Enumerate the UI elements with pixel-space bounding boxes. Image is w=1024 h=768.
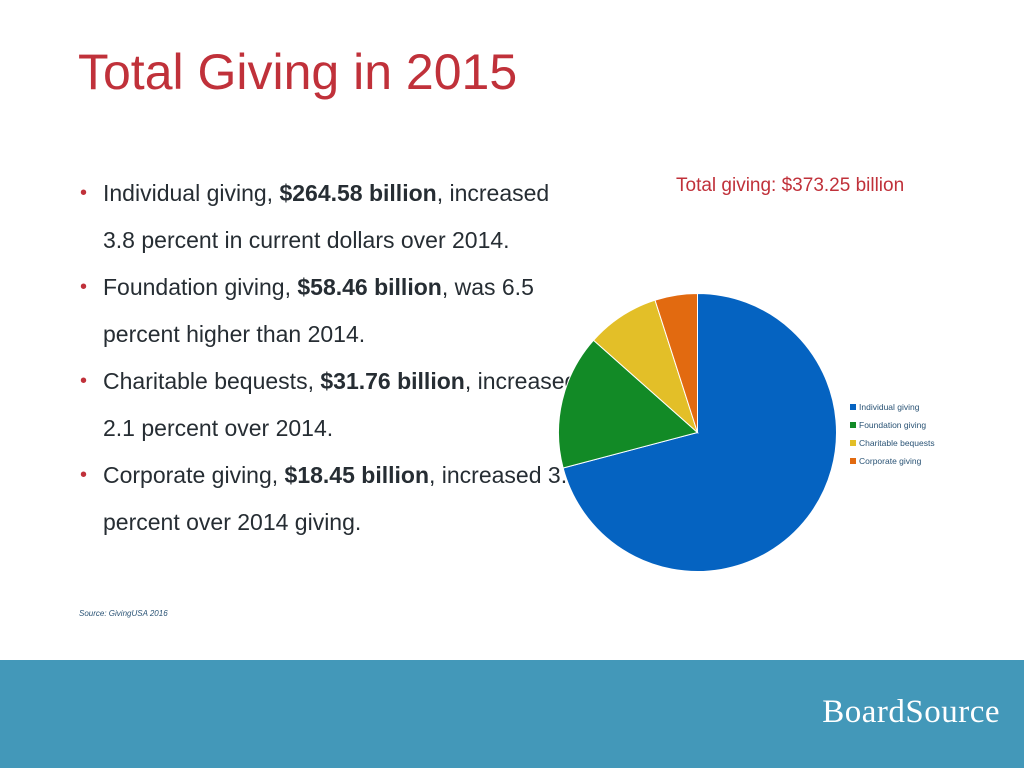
bullet-individual-giving: Individual giving, $264.58 billion, incr… (80, 170, 580, 264)
bullet-text: , increased 2.1 percent over 2014. (103, 368, 578, 441)
bullet-amount: $264.58 billion (279, 180, 437, 206)
bullet-text: , increased 3.9 percent over 2014 giving… (103, 462, 580, 535)
legend-item: Individual giving (850, 398, 935, 416)
legend-swatch (850, 422, 856, 428)
chart-title: Total giving: $373.25 billion (676, 175, 905, 196)
bullet-text: Individual giving, (103, 180, 280, 206)
bullet-amount: $18.45 billion (284, 462, 429, 488)
bullet-list: Individual giving, $264.58 billion, incr… (80, 170, 580, 546)
legend-swatch (850, 404, 856, 410)
bullet-text: , was 6.5 percent higher than 2014. (103, 274, 534, 347)
legend-item: Charitable bequests (850, 434, 935, 452)
chart-legend: Individual giving Foundation giving Charit… (850, 398, 935, 470)
bullet-text: Foundation giving, (103, 274, 298, 300)
pie-chart (558, 292, 837, 572)
bullet-corporate-giving: Corporate giving, $18.45 billion, increa… (80, 452, 580, 546)
bullet-text: Corporate giving, (103, 462, 285, 488)
legend-label: Corporate giving (859, 456, 922, 466)
legend-label: Foundation giving (859, 420, 927, 430)
slide-title: Total Giving in 2015 (78, 44, 518, 100)
footer-bar: BoardSource (0, 660, 1024, 768)
bullet-text: , increased 3.8 percent in current dolla… (103, 180, 550, 253)
legend-label: Individual giving (859, 402, 920, 412)
bullet-foundation-giving: Foundation giving, $58.46 billion, was 6… (80, 264, 580, 358)
legend-label: Charitable bequests (859, 438, 935, 448)
source-note: Source: GivingUSA 2016 (79, 609, 168, 618)
legend-swatch (850, 458, 856, 464)
bullet-amount: $31.76 billion (320, 368, 465, 394)
bullet-amount: $58.46 billion (297, 274, 442, 300)
boardsource-logo: BoardSource (822, 694, 1000, 730)
pie-slice-foundation-giving (558, 339, 699, 469)
pie-slice-corporate-giving (654, 292, 698, 433)
bullet-charitable-bequests: Charitable bequests, $31.76 billion, inc… (80, 358, 580, 452)
pie-slice-individual-giving (562, 292, 837, 572)
legend-item: Foundation giving (850, 416, 935, 434)
bullet-text: Charitable bequests, (103, 368, 321, 394)
legend-swatch (850, 440, 856, 446)
legend-item: Corporate giving (850, 452, 935, 470)
